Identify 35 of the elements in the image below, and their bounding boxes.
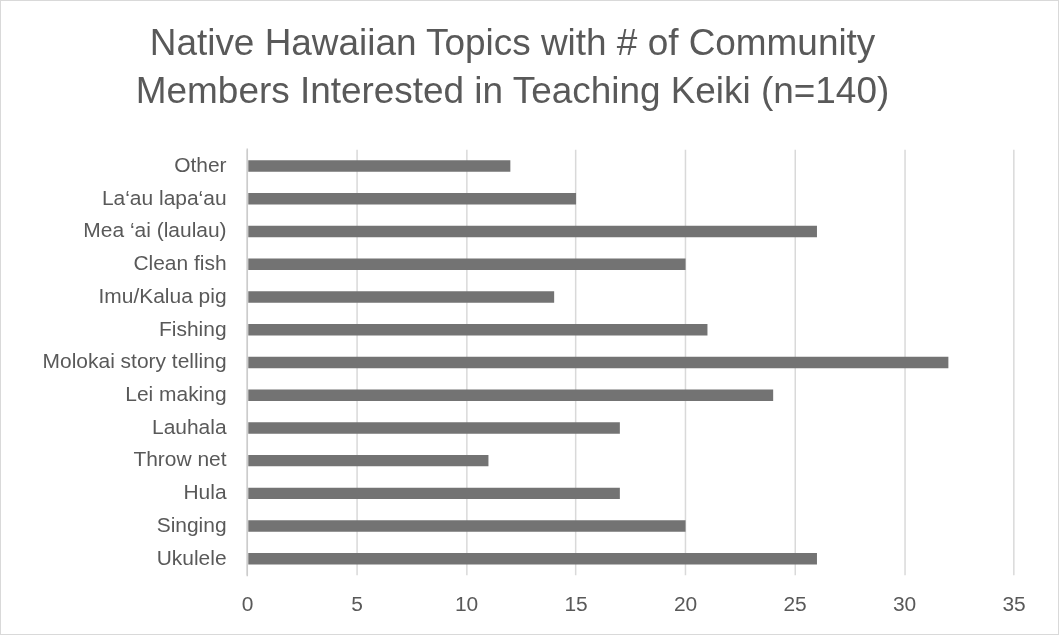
x-tick-label: 15 bbox=[564, 592, 588, 616]
bar bbox=[248, 356, 949, 369]
y-tick-label: Other bbox=[174, 152, 227, 176]
y-tick-label: Hula bbox=[183, 480, 227, 504]
x-tick-label: 10 bbox=[454, 592, 479, 616]
x-tick-label: 35 bbox=[1002, 592, 1026, 616]
y-tick-label: Lei making bbox=[125, 381, 227, 405]
bar bbox=[248, 291, 555, 303]
y-tick-label: Imu/Kalua pig bbox=[98, 283, 227, 307]
bar bbox=[248, 258, 686, 270]
x-tick-label: 5 bbox=[351, 592, 363, 616]
x-tick-label: 25 bbox=[783, 592, 807, 616]
x-tick-label: 30 bbox=[892, 592, 917, 616]
bar bbox=[248, 553, 817, 565]
bar bbox=[248, 193, 577, 205]
x-tick-label: 0 bbox=[241, 592, 254, 616]
bar bbox=[248, 487, 620, 500]
y-tick-label: Clean fish bbox=[133, 251, 227, 275]
y-tick-label: Fishing bbox=[159, 316, 227, 340]
chart-title: Native Hawaiian Topics with # of Community Members Interested in Teaching Keiki (n=140) bbox=[135, 22, 890, 112]
bar bbox=[248, 422, 620, 434]
bar bbox=[248, 454, 489, 467]
bar bbox=[248, 225, 817, 238]
y-tick-label: Molokai story telling bbox=[42, 349, 227, 373]
y-tick-label: Lauhala bbox=[151, 414, 227, 438]
bar bbox=[248, 324, 708, 336]
bar bbox=[248, 160, 511, 172]
y-tick-label: Singing bbox=[156, 512, 227, 536]
x-tick-label: 20 bbox=[673, 592, 698, 616]
bar bbox=[248, 520, 686, 532]
y-tick-label: Throw net bbox=[133, 447, 227, 471]
y-tick-label: La‘au lapa‘au bbox=[101, 185, 227, 209]
y-tick-label: Ukulele bbox=[156, 545, 227, 569]
bar bbox=[248, 389, 774, 401]
y-tick-label: Mea ‘ai (laulau) bbox=[83, 218, 227, 242]
